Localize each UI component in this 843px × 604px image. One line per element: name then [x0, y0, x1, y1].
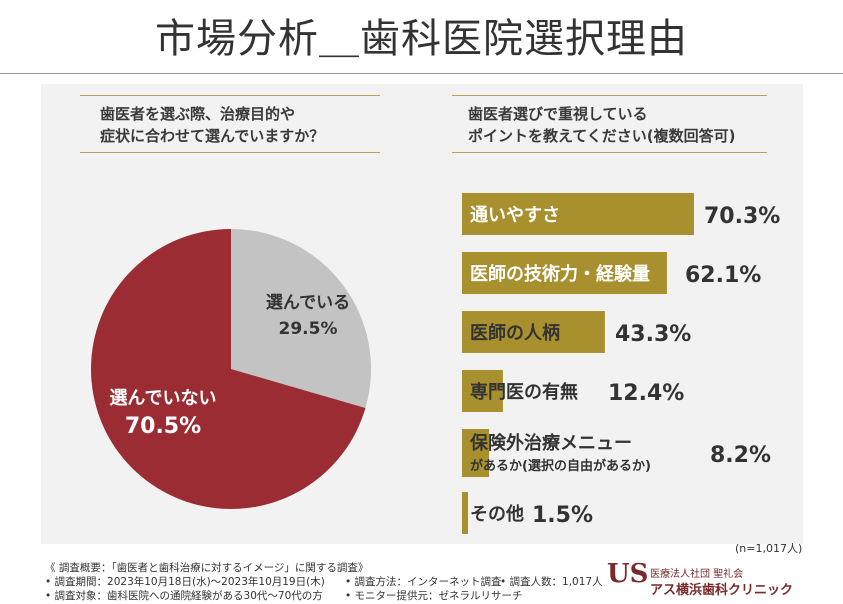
clinic-logo-mark: US	[607, 559, 649, 589]
bar-label-2-0: 医師の人柄	[470, 322, 560, 344]
left-question-line-2: 症状に合わせて選んでいますか？	[100, 127, 325, 145]
pie-label-yes-text: 選んでいる	[265, 293, 351, 313]
right-question-rule-bottom	[452, 152, 767, 153]
bar-1	[462, 252, 667, 294]
left-question-line-1: 歯医者を選ぶ際、治療目的や	[100, 105, 296, 123]
bar-label-4-0: 保険外治療メニュー	[469, 432, 632, 454]
survey-target: • 調査対象：歯科医院への通院経験がある30代〜70代の方	[45, 590, 323, 602]
bar-2	[462, 311, 605, 353]
clinic-logo-name: アス横浜歯科クリニック	[650, 583, 794, 598]
bar-4	[462, 429, 490, 477]
survey-count: • 調査人数：1,017人	[500, 576, 603, 588]
pie-value-no: 70.5%	[124, 414, 202, 439]
pie-label-no: 選んでいない 70.5%	[88, 385, 238, 441]
survey-summary: 《 調査概要：「歯医者と歯科治療に対するイメージ」に関する調査》	[45, 562, 369, 574]
survey-period: • 調査期間：2023年10月18日(水)〜2023年10月19日(木)	[45, 576, 325, 588]
sample-size-note: (n=1,017人)	[735, 542, 803, 555]
bar-value-2: 43.3%	[615, 322, 691, 347]
right-question-rule-top	[452, 95, 767, 96]
left-question-rule-top	[80, 95, 380, 96]
survey-method: • 調査方法：インターネット調査	[345, 576, 502, 588]
bar-value-4: 8.2%	[710, 443, 771, 468]
pie-slice-no	[90, 229, 366, 510]
pie-label-yes: 選んでいる 29.5%	[248, 290, 368, 342]
left-question-rule-bottom	[80, 152, 380, 153]
page-title: 市場分析＿歯科医院選択理由	[155, 16, 688, 62]
pie-label-no-text: 選んでいない	[109, 388, 217, 409]
bar-value-5: 1.5%	[532, 503, 593, 528]
bar-5	[462, 492, 468, 534]
bar-label-4-1: があるか(選択の自由があるか)	[470, 458, 651, 474]
clinic-logo-sub: 医療法人社団 聖礼会	[650, 569, 744, 580]
bar-label-0-0: 通いやすさ	[470, 205, 560, 226]
bar-label-3-0: 専門医の有無	[470, 381, 578, 403]
bar-label-5-0: その他	[470, 503, 524, 525]
bar-value-3: 12.4%	[608, 381, 684, 406]
bar-3	[462, 370, 503, 412]
title-divider	[0, 73, 843, 74]
bar-0	[462, 193, 694, 235]
bar-label-1-0: 医師の技術力・経験量	[470, 263, 650, 285]
right-question-line-1: 歯医者選びで重視している	[468, 105, 648, 123]
pie-slice-yes	[231, 229, 371, 409]
survey-provider: • モニター提供元：ゼネラルリサーチ	[345, 590, 523, 602]
bar-value-1: 62.1%	[685, 263, 761, 288]
bar-value-0: 70.3%	[704, 204, 780, 229]
right-question-line-2: ポイントを教えてください(複数回答可)	[468, 127, 736, 145]
pie-value-yes: 29.5%	[278, 319, 338, 339]
